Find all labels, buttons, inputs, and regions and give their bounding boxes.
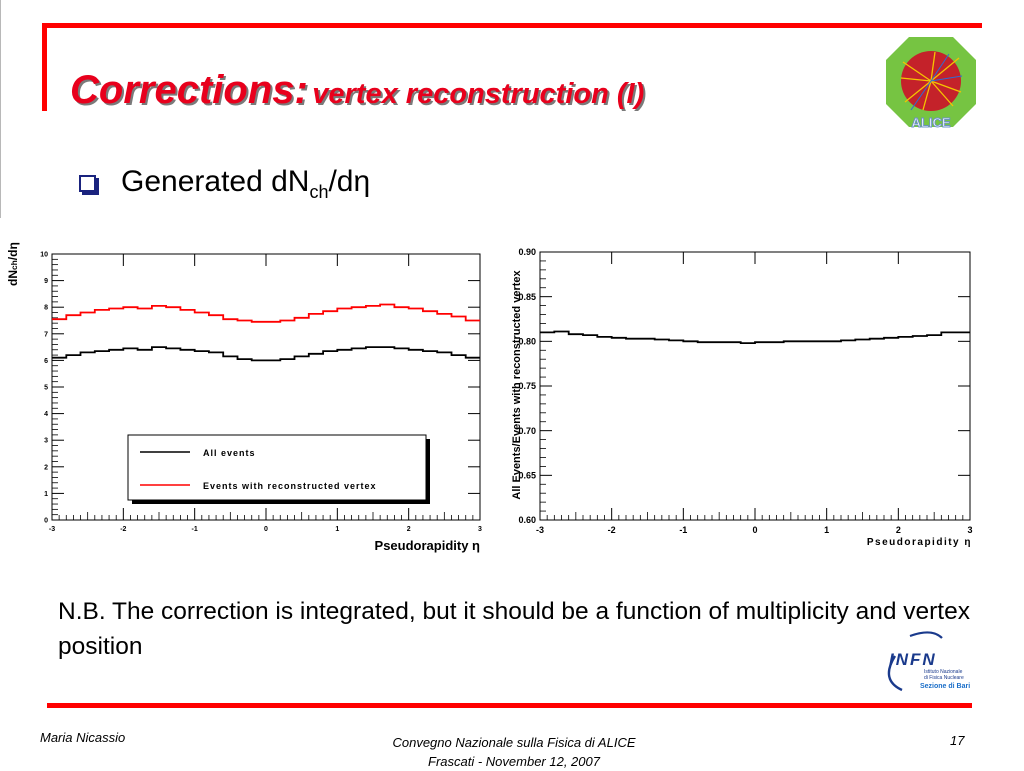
footer-conference: Convegno Nazionale sulla Fisica di ALICE… [384,733,644,771]
infn-logo: INFN Istituto Nazionale di Fisica Nuclea… [887,631,970,692]
y-tick-label: 0 [44,517,48,524]
infn-logo-sub1: Istituto Nazionale [924,669,963,675]
plot-frame [539,251,971,521]
bullet-subscript: ch [309,182,329,202]
y-tick-label: 6 [44,358,48,365]
x-tick-label: 2 [407,526,411,533]
y-tick-label: 9 [44,278,48,285]
x-tick-label: -1 [192,526,198,533]
x-tick-label: 3 [478,526,482,533]
infn-logo-sub3: Sezione di Bari [920,683,970,690]
bullet-checkbox-icon [79,175,96,192]
alice-logo-tracks-blue [910,53,963,111]
y-axis-label: All Events/Events with reconstructed ver… [511,269,523,499]
y-tick-label: 2 [44,464,48,471]
infn-logo-text: INFN [889,650,937,669]
y-tick-label: 0.60 [518,515,536,525]
x-axis-label: Pseudorapidity η [375,538,481,553]
chart-dndeta: 0 1 2 3 4 5 6 7 8 9 10 -3 -2 -1 0 1 2 3 Pseudorapidity η dN… [6,242,482,553]
note-text: N.B. The correction is integrated, but i… [58,598,970,660]
x-tick-label: -3 [536,525,544,535]
bullet-suffix: /dη [328,165,371,198]
x-tick-label: 3 [967,525,972,535]
slide-title: Corrections: vertex reconstruction (I) [70,68,644,113]
x-tick-label: 0 [752,525,757,535]
footer-conference-line1: Convegno Nazionale sulla Fisica di ALICE [392,735,636,750]
y-tick-label: 5 [44,384,48,391]
bullet-text: Generated dNch/dη [121,165,370,203]
title-frame-top [42,23,982,28]
alice-logo-tracks [900,51,962,111]
legend-box [127,434,427,501]
alice-logo-text: ALICE [912,115,951,130]
series-line [52,303,480,323]
x-tick-label: 1 [824,525,829,535]
y-tick-label: 4 [44,411,48,418]
y-tick-label: 0.85 [518,292,536,302]
x-tick-label: -1 [679,525,687,535]
bullet-prefix: Generated dN [121,165,310,198]
y-tick-label: 0.75 [518,381,536,391]
infn-logo-swoosh-top [909,631,943,639]
page-number: 17 [950,733,965,748]
x-tick-label: -2 [608,525,616,535]
y-tick-label: 0.90 [518,247,536,257]
infn-logo-sub2: di Fisica Nucleare [924,675,964,681]
x-tick-label: 2 [896,525,901,535]
footer-rule [47,703,972,708]
y-tick-label: 0.80 [518,336,536,346]
x-axis-label: Pseudorapidity η [867,537,972,548]
legend-label: Events with reconstructed vertex [203,481,377,491]
x-tick-label: -3 [49,526,55,533]
y-tick-label: 8 [44,305,48,312]
x-tick-label: 0 [264,526,268,533]
title-main: Corrections: [70,68,308,112]
footer-author: Maria Nicassio [40,730,126,745]
legend-label: All events [203,448,256,458]
x-tick-label: -2 [120,526,126,533]
y-tick-label: 1 [44,491,48,498]
infn-logo-swoosh-left [887,655,903,692]
left-edge-rule [0,0,1,218]
footer-conference-line2: Frascati - November 12, 2007 [428,754,600,769]
y-tick-label: 10 [40,251,48,258]
title-frame-left [42,23,47,111]
y-tick-label: 0.70 [518,426,536,436]
series-line [540,330,970,344]
title-sub: vertex reconstruction (I) [312,78,645,110]
y-tick-label: 0.65 [518,470,536,480]
series-line [52,346,480,362]
x-tick-label: 1 [335,526,339,533]
y-tick-label: 7 [44,331,48,338]
alice-logo: ALICE [886,37,976,130]
y-axis-label: dNch/dη [6,242,20,286]
y-tick-label: 3 [44,438,48,445]
chart-ratio: 0.60 0.65 0.70 0.75 0.80 0.85 0.90 -3 -2 -1 0 1 2 3 Ps… [511,247,972,548]
